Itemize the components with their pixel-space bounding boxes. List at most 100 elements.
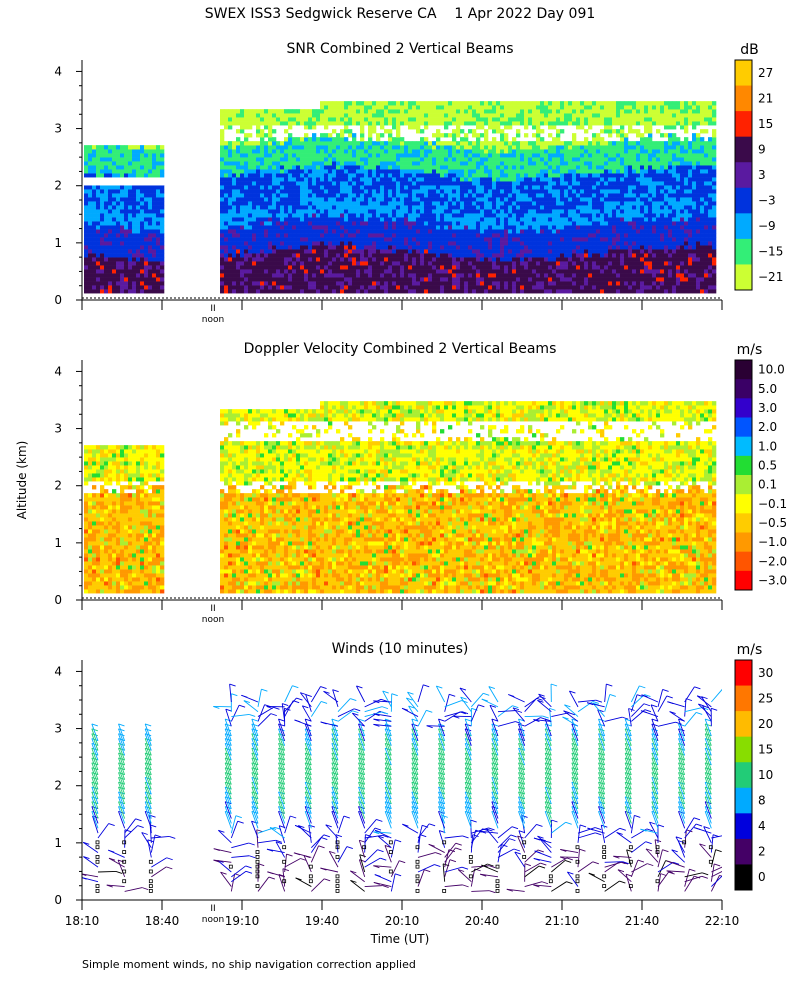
heatmap-cell bbox=[592, 109, 597, 114]
heatmap-cell bbox=[316, 265, 321, 270]
heatmap-cell bbox=[132, 165, 137, 170]
heatmap-cell bbox=[296, 189, 301, 194]
heatmap-cell bbox=[268, 121, 273, 126]
heatmap-cell bbox=[104, 233, 109, 238]
heatmap-cell bbox=[132, 173, 137, 178]
heatmap-cell bbox=[384, 177, 389, 182]
heatmap-cell bbox=[352, 105, 357, 110]
heatmap-cell bbox=[448, 237, 453, 242]
heatmap-cell bbox=[472, 197, 477, 202]
heatmap-cell bbox=[576, 233, 581, 238]
heatmap-cell bbox=[592, 197, 597, 202]
heatmap-cell bbox=[504, 245, 509, 250]
heatmap-cell bbox=[372, 169, 377, 174]
heatmap-cell bbox=[160, 277, 165, 282]
heatmap-cell bbox=[424, 137, 429, 142]
heatmap-cell bbox=[152, 185, 157, 190]
heatmap-cell bbox=[120, 201, 125, 206]
heatmap-cell bbox=[432, 145, 437, 150]
heatmap-cell bbox=[264, 117, 269, 122]
heatmap-cell bbox=[276, 265, 281, 270]
heatmap-cell bbox=[252, 201, 257, 206]
heatmap-cell bbox=[136, 169, 141, 174]
heatmap-cell bbox=[368, 121, 373, 126]
heatmap-cell bbox=[152, 153, 157, 158]
heatmap-cell bbox=[548, 213, 553, 218]
heatmap-cell bbox=[152, 261, 157, 266]
heatmap-cell bbox=[96, 149, 101, 154]
heatmap-cell bbox=[156, 277, 161, 282]
heatmap-cell bbox=[160, 241, 165, 246]
heatmap-cell bbox=[360, 125, 365, 130]
heatmap-cell bbox=[568, 197, 573, 202]
heatmap-cell bbox=[220, 269, 225, 274]
heatmap-cell bbox=[396, 105, 401, 110]
heatmap-cell bbox=[424, 149, 429, 154]
heatmap-cell bbox=[428, 121, 433, 126]
heatmap-cell bbox=[228, 221, 233, 226]
heatmap-cell bbox=[332, 169, 337, 174]
heatmap-cell bbox=[528, 165, 533, 170]
heatmap-cell bbox=[496, 113, 501, 118]
heatmap-cell bbox=[220, 193, 225, 198]
heatmap-cell bbox=[444, 145, 449, 150]
heatmap-cell bbox=[416, 205, 421, 210]
heatmap-cell bbox=[580, 225, 585, 230]
heatmap-cell bbox=[328, 205, 333, 210]
heatmap-cell bbox=[136, 161, 141, 166]
heatmap-cell bbox=[296, 289, 301, 294]
heatmap-cell bbox=[592, 289, 597, 294]
heatmap-cell bbox=[512, 197, 517, 202]
heatmap-cell bbox=[360, 189, 365, 194]
heatmap-cell bbox=[452, 177, 457, 182]
heatmap-cell bbox=[384, 157, 389, 162]
heatmap-cell bbox=[96, 241, 101, 246]
heatmap-cell bbox=[356, 213, 361, 218]
heatmap-cell bbox=[412, 173, 417, 178]
heatmap-cell bbox=[552, 257, 557, 262]
heatmap-cell bbox=[512, 169, 517, 174]
heatmap-cell bbox=[132, 153, 137, 158]
heatmap-cell bbox=[328, 249, 333, 254]
heatmap-cell bbox=[588, 201, 593, 206]
heatmap-cell bbox=[500, 153, 505, 158]
heatmap-cell bbox=[560, 273, 565, 278]
heatmap-cell bbox=[544, 277, 549, 282]
heatmap-cell bbox=[88, 153, 93, 158]
heatmap-cell bbox=[160, 249, 165, 254]
heatmap-cell bbox=[540, 109, 545, 114]
heatmap-cell bbox=[308, 157, 313, 162]
heatmap-cell bbox=[384, 173, 389, 178]
heatmap-cell bbox=[588, 165, 593, 170]
heatmap-cell bbox=[292, 153, 297, 158]
heatmap-cell bbox=[452, 189, 457, 194]
heatmap-cell bbox=[440, 193, 445, 198]
heatmap-cell bbox=[464, 145, 469, 150]
heatmap-cell bbox=[284, 289, 289, 294]
heatmap-cell bbox=[324, 221, 329, 226]
heatmap-cell bbox=[104, 161, 109, 166]
heatmap-cell bbox=[564, 113, 569, 118]
heatmap-cell bbox=[312, 265, 317, 270]
heatmap-cell bbox=[108, 261, 113, 266]
heatmap-cell bbox=[420, 237, 425, 242]
heatmap-cell bbox=[356, 205, 361, 210]
heatmap-cell bbox=[376, 173, 381, 178]
heatmap-cell bbox=[576, 245, 581, 250]
heatmap-cell bbox=[440, 141, 445, 146]
heatmap-cell bbox=[248, 261, 253, 266]
heatmap-cell bbox=[240, 201, 245, 206]
heatmap-cell bbox=[492, 113, 497, 118]
heatmap-cell bbox=[160, 205, 165, 210]
heatmap-cell bbox=[572, 233, 577, 238]
heatmap-cell bbox=[428, 161, 433, 166]
heatmap-cell bbox=[384, 101, 389, 106]
heatmap-cell bbox=[384, 285, 389, 290]
heatmap-cell bbox=[588, 161, 593, 166]
heatmap-cell bbox=[380, 225, 385, 230]
heatmap-cell bbox=[132, 237, 137, 242]
heatmap-cell bbox=[248, 221, 253, 226]
heatmap-cell bbox=[468, 181, 473, 186]
heatmap-cell bbox=[116, 273, 121, 278]
heatmap-cell bbox=[276, 173, 281, 178]
